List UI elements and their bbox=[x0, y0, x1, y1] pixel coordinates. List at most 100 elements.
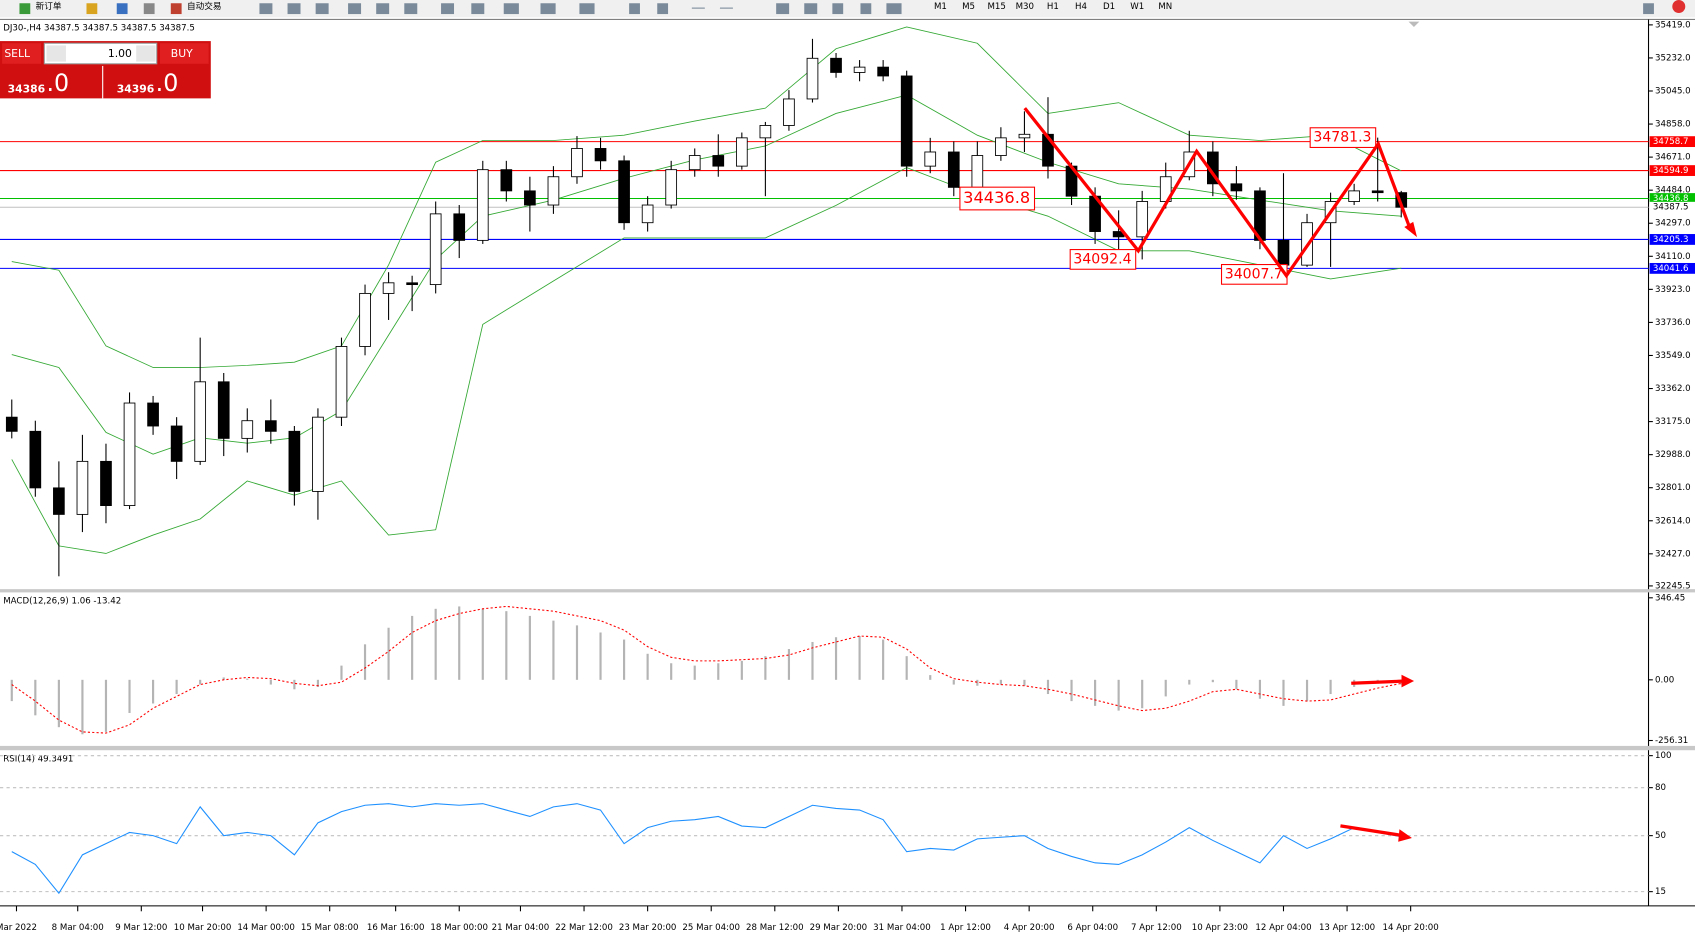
y-tick-label: 100 bbox=[1655, 751, 1671, 761]
candle-body bbox=[688, 155, 701, 171]
macd-bar bbox=[858, 636, 861, 680]
lot-down[interactable] bbox=[46, 45, 66, 62]
y-tick-label: 0.00 bbox=[1655, 675, 1674, 685]
price-label-box bbox=[1649, 201, 1695, 213]
x-tick-label: 15 Mar 08:00 bbox=[301, 923, 359, 933]
macd-bar bbox=[693, 665, 696, 680]
candle-body bbox=[476, 169, 489, 241]
candle-body bbox=[406, 282, 418, 286]
macd-bar bbox=[740, 660, 743, 680]
macd-bar bbox=[646, 653, 649, 680]
x-tick-label: 6 Apr 04:00 bbox=[1067, 923, 1118, 933]
x-tick-label: 8 Mar 04:00 bbox=[52, 923, 104, 933]
timeframe-button[interactable]: M30 bbox=[1016, 2, 1034, 12]
x-tick-label: 1 Apr 12:00 bbox=[940, 923, 991, 933]
trade-panel: SELL 1.00 BUY 34386 .0 34396 .0 bbox=[0, 41, 211, 99]
timeframe-button[interactable]: W1 bbox=[1130, 2, 1144, 12]
candle-body bbox=[783, 98, 795, 126]
price-label-box bbox=[1649, 136, 1695, 148]
macd-bar bbox=[1258, 679, 1262, 699]
macd-bar bbox=[1046, 679, 1050, 695]
candle-body bbox=[830, 57, 842, 73]
candle-body bbox=[453, 213, 466, 241]
x-tick-label: 28 Mar 12:00 bbox=[746, 923, 804, 933]
candle-body bbox=[877, 66, 889, 77]
x-tick-label: 10 Mar 20:00 bbox=[174, 923, 232, 933]
candle-body bbox=[853, 66, 866, 73]
y-tick-label: 35232.0 bbox=[1655, 53, 1691, 63]
timeframe-button[interactable]: MN bbox=[1158, 2, 1172, 12]
macd-bar bbox=[623, 639, 626, 680]
macd-bar bbox=[834, 637, 838, 680]
timeframe-button[interactable]: D1 bbox=[1103, 2, 1115, 12]
candle-body bbox=[1230, 183, 1243, 192]
y-tick-label: 32801.0 bbox=[1655, 483, 1691, 493]
y-tick-label: 34110.0 bbox=[1655, 252, 1691, 262]
buy-button[interactable] bbox=[159, 43, 209, 64]
macd-bar bbox=[151, 679, 155, 704]
buy-label[interactable]: BUY bbox=[171, 47, 193, 60]
candle-body bbox=[806, 57, 819, 100]
lot-value[interactable]: 1.00 bbox=[108, 47, 132, 60]
timeframe-button[interactable]: M5 bbox=[962, 2, 975, 12]
x-tick-label: 25 Mar 04:00 bbox=[682, 923, 740, 933]
price-label-box bbox=[1649, 262, 1695, 274]
candle-body bbox=[147, 402, 159, 427]
rsi-line bbox=[11, 803, 1402, 895]
macd-bar bbox=[1117, 679, 1120, 711]
icon bbox=[143, 3, 155, 15]
y-tick-label: 32245.5 bbox=[1655, 581, 1691, 591]
candle-body bbox=[618, 160, 630, 224]
y-tick-label: 34858.0 bbox=[1655, 120, 1691, 130]
candle-body bbox=[995, 137, 1007, 156]
macd-bar bbox=[1023, 679, 1026, 686]
price-label: 34041.6 bbox=[1653, 264, 1689, 274]
candle-body bbox=[947, 151, 960, 188]
macd-bar bbox=[57, 679, 60, 728]
toolbar bbox=[0, 0, 1695, 18]
annotation: 34781.3 bbox=[1313, 130, 1371, 146]
bollinger-band bbox=[11, 26, 1402, 368]
macd-bar bbox=[104, 679, 108, 732]
x-tick-label: 7 Apr 12:00 bbox=[1131, 923, 1182, 933]
timeframe-button[interactable]: M15 bbox=[987, 2, 1005, 12]
y-tick-label: 33549.0 bbox=[1655, 351, 1691, 361]
y-tick-label: 15 bbox=[1655, 887, 1666, 897]
candle-body bbox=[1136, 201, 1149, 238]
macd-bar bbox=[905, 656, 908, 680]
candle-body bbox=[288, 430, 301, 492]
candle-body bbox=[5, 416, 18, 432]
auto-trading[interactable]: 自动交易 bbox=[187, 0, 222, 12]
timeframe-button[interactable]: H1 bbox=[1047, 2, 1059, 12]
sell-label[interactable]: SELL bbox=[4, 47, 30, 60]
x-tick-label: 9 Mar 12:00 bbox=[115, 923, 167, 933]
shift-marker bbox=[1408, 21, 1420, 28]
macd-signal bbox=[11, 605, 1402, 734]
y-tick-label: 346.45 bbox=[1655, 593, 1685, 603]
candle-body bbox=[641, 204, 654, 224]
bollinger-band bbox=[11, 94, 1402, 455]
macd-bar bbox=[1305, 679, 1309, 702]
macd-bar bbox=[458, 606, 461, 680]
lot-up[interactable] bbox=[136, 45, 156, 62]
macd-bar bbox=[340, 665, 343, 680]
timeframe-button[interactable]: H4 bbox=[1075, 2, 1087, 12]
macd-bar bbox=[717, 663, 720, 680]
sell-button[interactable] bbox=[2, 43, 42, 64]
buy-price: 34396 bbox=[117, 83, 155, 96]
candle-body bbox=[1371, 190, 1384, 194]
macd-bar bbox=[999, 679, 1002, 685]
x-tick-label: 12 Apr 04:00 bbox=[1255, 923, 1311, 933]
new-order[interactable]: 新订单 bbox=[36, 0, 62, 12]
macd-bar bbox=[1164, 679, 1167, 697]
timeframe-button[interactable]: M1 bbox=[934, 2, 947, 12]
x-tick-label: 31 Mar 04:00 bbox=[873, 923, 931, 933]
candle-body bbox=[594, 148, 607, 162]
macd-bar bbox=[1070, 679, 1073, 702]
candle-body bbox=[571, 148, 583, 178]
x-tick-label: 21 Mar 04:00 bbox=[492, 923, 550, 933]
x-tick-label: 23 Mar 20:00 bbox=[619, 923, 677, 933]
lot-field[interactable] bbox=[43, 42, 158, 65]
macd-bar bbox=[269, 679, 272, 685]
macd-bar bbox=[1188, 679, 1191, 685]
